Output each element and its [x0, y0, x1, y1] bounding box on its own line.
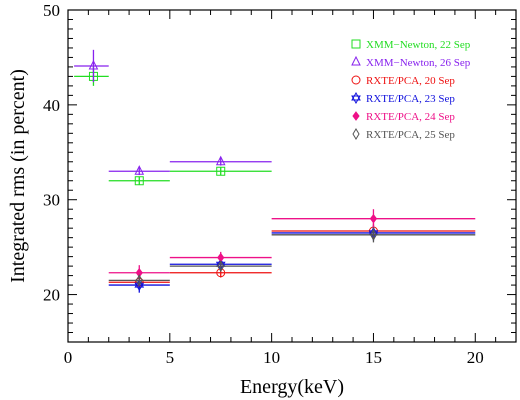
y-tick-label: 50: [43, 1, 60, 20]
legend-marker: [351, 75, 361, 85]
marker-square-shape: [351, 39, 361, 49]
legend-label: RXTE/PCA, 23 Sep: [366, 93, 455, 105]
data-point: [215, 155, 226, 166]
legend-label: RXTE/PCA, 25 Sep: [366, 129, 455, 141]
y-tick-label: 30: [43, 191, 60, 210]
data-point: [369, 213, 378, 224]
y-axis-label: Integrated rms (in percent): [7, 69, 29, 283]
data-point: [217, 260, 225, 273]
legend-marker: [351, 91, 361, 105]
marker-square-shape: [216, 166, 226, 176]
data-point: [216, 166, 226, 176]
legend-label: XMM−Newton, 22 Sep: [366, 39, 471, 51]
legend-label: RXTE/PCA, 24 Sep: [366, 111, 455, 123]
series-layer: [74, 49, 476, 293]
legend-marker: [351, 55, 361, 66]
legend-label: RXTE/PCA, 20 Sep: [366, 75, 455, 87]
y-tick-label: 40: [43, 96, 60, 115]
series-4: [108, 209, 476, 281]
series-1: [74, 49, 272, 176]
axis-ticks: 0 5 10 15 20 20 30 40 50: [43, 1, 517, 367]
legend-label: XMM−Newton, 26 Sep: [366, 57, 471, 69]
x-tick-label: 20: [467, 348, 484, 367]
legend-marker: [352, 128, 360, 140]
legend: XMM−Newton, 22 Sep XMM−Newton, 26 Sep RXTE…: [351, 39, 471, 141]
marker-star-down: [351, 95, 361, 105]
legend-marker: [351, 39, 361, 49]
x-tick-label: 5: [166, 348, 175, 367]
data-point: [369, 228, 378, 241]
series-5: [108, 227, 476, 287]
series-0: [74, 66, 272, 186]
data-point: [134, 176, 144, 186]
x-tick-label: 0: [64, 348, 73, 367]
x-tick-label: 15: [365, 348, 382, 367]
y-tick-label: 20: [43, 286, 60, 305]
legend-marker: [352, 111, 360, 121]
data-point: [135, 274, 143, 287]
x-axis-label: Energy(keV): [240, 376, 344, 398]
data-point: [134, 165, 145, 175]
data-point: [88, 59, 99, 70]
marker-square-shape: [134, 176, 144, 186]
x-tick-label: 10: [263, 348, 280, 367]
